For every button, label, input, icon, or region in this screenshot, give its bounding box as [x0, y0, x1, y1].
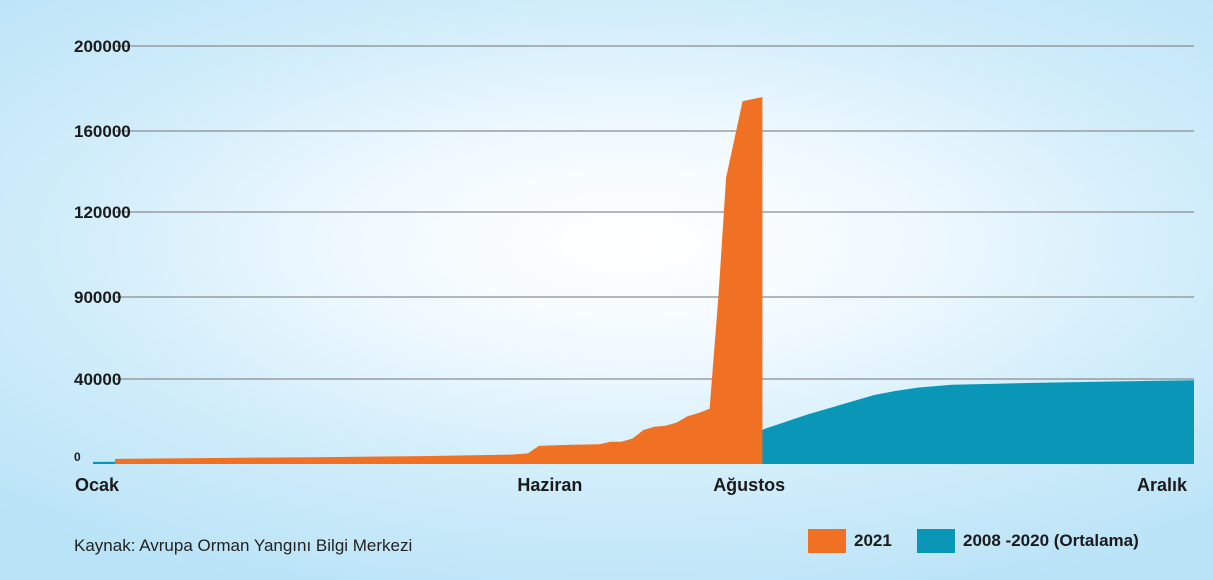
legend-item-2021: 2021 [808, 528, 892, 554]
source-note: Kaynak: Avrupa Orman Yangını Bilgi Merke… [74, 536, 413, 555]
x-tick-label: Aralık [1137, 475, 1188, 495]
x-tick-label: Haziran [517, 475, 582, 495]
y-tick-label: 40000 [74, 370, 121, 389]
x-tick-label: Ağustos [713, 475, 785, 495]
x-axis-ticks: Ocak Haziran Ağustos Aralık [75, 475, 1188, 495]
legend-swatch-2021 [808, 529, 846, 553]
legend-item-average: 2008 -2020 (Ortalama) [917, 528, 1139, 554]
y-tick-label: 160000 [74, 122, 131, 141]
legend-label-2021: 2021 [854, 531, 892, 550]
y-axis-ticks: 0 40000 90000 120000 160000 200000 [74, 37, 131, 464]
area-series-average [93, 380, 1194, 464]
legend-swatch-average [917, 529, 955, 553]
area-chart: 0 40000 90000 120000 160000 200000 Ocak Hazira… [74, 37, 1194, 495]
gridlines [116, 45, 1194, 380]
y-tick-label: 200000 [74, 37, 131, 56]
x-tick-label: Ocak [75, 475, 120, 495]
y-tick-label: 120000 [74, 203, 131, 222]
y-tick-label: 0 [74, 450, 81, 464]
area-series-2021 [115, 97, 763, 464]
series-areas [93, 97, 1194, 464]
y-tick-label: 90000 [74, 288, 121, 307]
legend-label-average: 2008 -2020 (Ortalama) [963, 531, 1139, 550]
